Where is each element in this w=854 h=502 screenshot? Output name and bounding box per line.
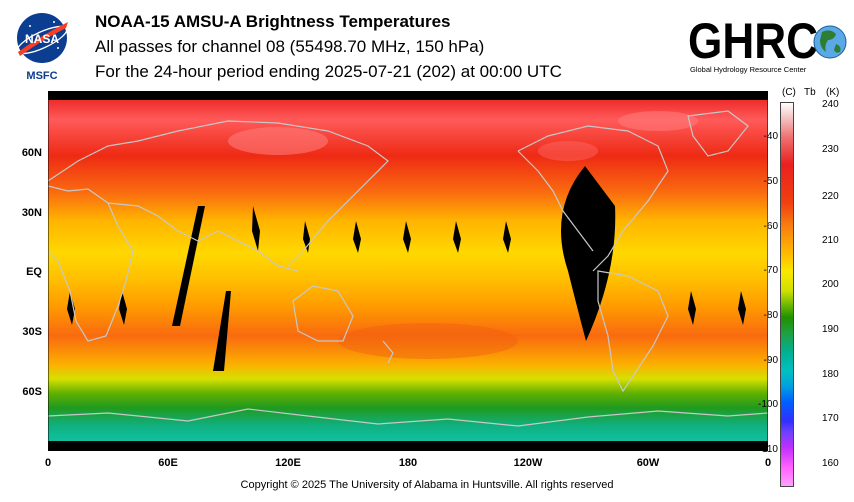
data-gaps	[67, 166, 746, 371]
period-subtitle: For the 24-hour period ending 2025-07-21…	[95, 62, 562, 81]
lat-label-60n: 60N	[21, 147, 42, 159]
kelvin-tick: 180	[822, 369, 839, 380]
lat-label-30n: 30N	[21, 207, 42, 219]
coastlines	[48, 110, 768, 427]
celsius-tick: -80	[763, 310, 778, 321]
kelvin-tick: 190	[822, 324, 839, 335]
kelvin-tick: 160	[822, 458, 839, 469]
lon-label-60e: 60E	[158, 457, 178, 469]
kelvin-tick: 200	[822, 279, 839, 290]
colorbar-unit-tb: Tb	[804, 87, 816, 98]
copyright-footer: Copyright © 2025 The University of Alaba…	[240, 479, 614, 491]
lat-label-60s: 60S	[22, 386, 42, 398]
colorbar-unit-c: (C)	[782, 87, 796, 98]
celsius-tick: -90	[763, 355, 778, 366]
colorbar	[780, 102, 794, 487]
kelvin-tick: 240	[822, 99, 839, 110]
page-title: NOAA-15 AMSU-A Brightness Temperatures	[95, 12, 451, 31]
msfc-label: MSFC	[26, 70, 57, 82]
celsius-tick: -110	[758, 444, 778, 455]
ghrc-logo: GHRC Global Hydrology Resource Center	[688, 13, 847, 74]
lon-label-0-east: 0	[764, 457, 772, 469]
lon-label-60w: 60W	[636, 457, 660, 469]
lon-label-0-west: 0	[44, 457, 52, 469]
ghrc-caption: Global Hydrology Resource Center	[690, 65, 807, 74]
lon-label-120e: 120E	[275, 457, 301, 469]
kelvin-tick: 230	[822, 144, 839, 155]
celsius-tick: -60	[763, 221, 778, 232]
channel-subtitle: All passes for channel 08 (55498.70 MHz,…	[95, 37, 485, 56]
nasa-wordmark: NASA	[25, 32, 59, 46]
ghrc-wordmark: GHRC	[688, 13, 818, 69]
lat-label-eq: EQ	[26, 266, 42, 278]
lon-label-180: 180	[398, 457, 418, 469]
lon-label-120w: 120W	[513, 457, 543, 469]
lat-label-30s: 30S	[22, 326, 42, 338]
celsius-tick: -100	[757, 399, 778, 410]
kelvin-tick: 220	[822, 191, 839, 202]
kelvin-tick: 170	[822, 413, 839, 424]
colorbar-unit-k: (K)	[826, 87, 840, 98]
nasa-logo: NASA MSFC	[16, 13, 68, 82]
celsius-tick: -40	[763, 131, 778, 142]
brightness-temperature-map	[48, 91, 768, 451]
celsius-tick: -70	[763, 265, 778, 276]
celsius-tick: -50	[763, 176, 778, 187]
kelvin-tick: 210	[822, 235, 839, 246]
